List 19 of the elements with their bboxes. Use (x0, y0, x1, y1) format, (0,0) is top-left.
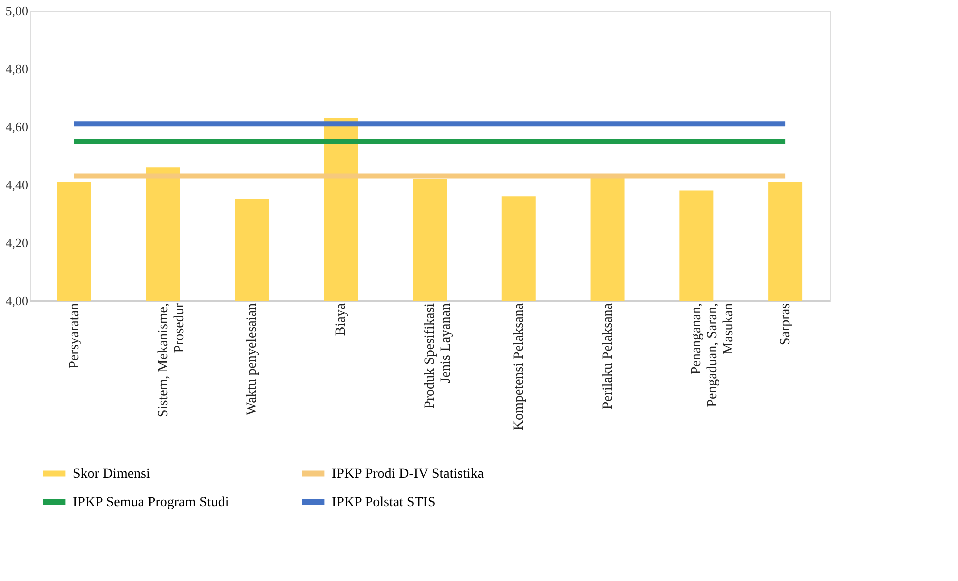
x-tick-label: Produk Spesifikasi Jenis Layanan (423, 303, 454, 409)
y-tick-label: 4,20 (6, 236, 28, 250)
y-tick-label: 4,60 (6, 120, 28, 134)
x-tick-label: Persyaratan (67, 304, 82, 369)
x-tick-label: Waktu penyelesaian (245, 304, 260, 416)
legend-label: IPKP Polstat STIS (332, 496, 436, 510)
legend-label: Skor Dimensi (73, 466, 150, 482)
x-tick-label: Sistem, Mekanisme, Prosedur (156, 303, 188, 418)
y-tick-label: 4,00 (6, 294, 28, 308)
legend-label: IPKP Prodi D-IV Statistika (332, 466, 485, 482)
x-tick-label: Kompetensi Pelaksana (512, 302, 527, 431)
legend-label: IPKP Semua Program Studi (73, 496, 230, 510)
x-tick-label: Sarpras (778, 304, 794, 346)
y-tick-label: 5,00 (6, 4, 28, 18)
x-tick-label: Penanganan, Pengaduan, Saran, Masukan (690, 304, 737, 408)
x-tick-label: Biaya (334, 302, 350, 336)
x-tick-label: Perilaku Pelaksana (600, 302, 616, 410)
y-tick-label: 4,40 (6, 178, 28, 192)
y-tick-label: 4,80 (6, 62, 28, 76)
